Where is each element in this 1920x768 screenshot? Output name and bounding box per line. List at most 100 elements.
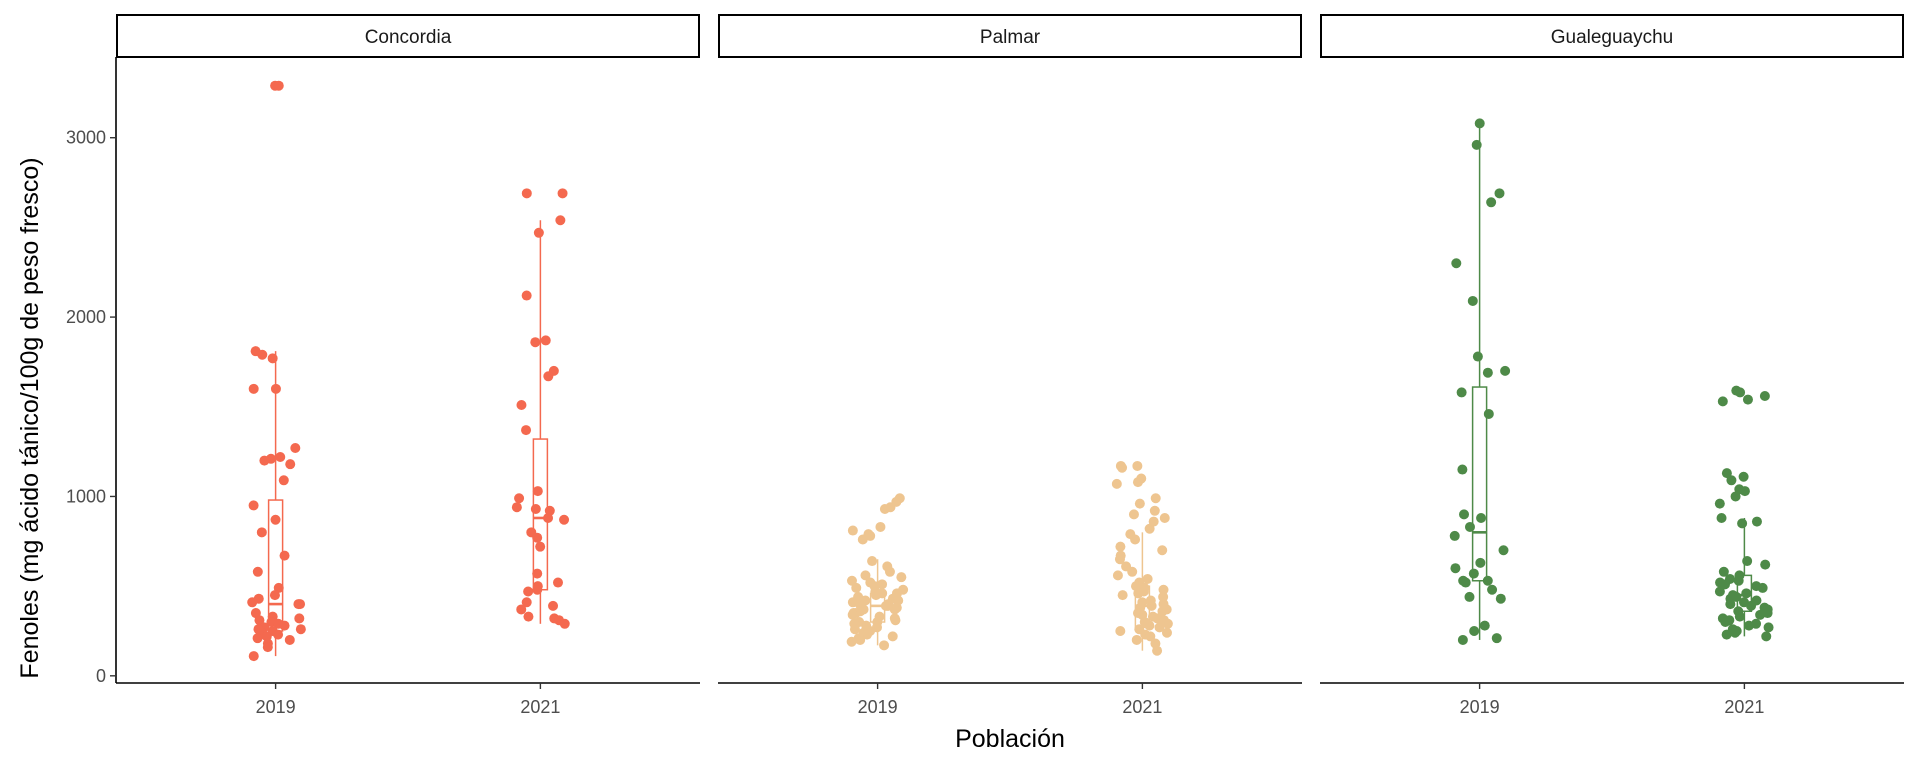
data-point bbox=[1152, 645, 1163, 656]
data-point bbox=[248, 383, 259, 394]
data-point bbox=[855, 634, 866, 645]
data-point bbox=[1157, 545, 1168, 556]
data-point bbox=[846, 636, 857, 647]
data-point bbox=[1132, 460, 1143, 471]
y-tick-label: 2000 bbox=[66, 307, 106, 327]
data-point bbox=[1117, 462, 1128, 473]
x-axis-title: Población bbox=[955, 725, 1065, 753]
data-point bbox=[540, 335, 551, 346]
data-point bbox=[516, 399, 527, 410]
data-point bbox=[1479, 620, 1490, 631]
data-point bbox=[1714, 498, 1725, 509]
data-point bbox=[1159, 512, 1170, 523]
data-point bbox=[1144, 620, 1155, 631]
data-point bbox=[896, 572, 907, 583]
data-point bbox=[530, 337, 541, 348]
data-point bbox=[1471, 139, 1482, 150]
data-point bbox=[1457, 464, 1468, 475]
data-point bbox=[1714, 586, 1725, 597]
data-point bbox=[1717, 396, 1728, 407]
data-point bbox=[862, 629, 873, 640]
data-point bbox=[1130, 534, 1141, 545]
y-axis: 0 1000 2000 3000 bbox=[66, 57, 117, 686]
data-point bbox=[1157, 606, 1168, 617]
points-2021 bbox=[511, 188, 570, 629]
data-point bbox=[1720, 617, 1731, 628]
data-point bbox=[1132, 477, 1143, 488]
data-point bbox=[1495, 593, 1506, 604]
data-point bbox=[1158, 584, 1169, 595]
data-point bbox=[1128, 509, 1139, 520]
x-tick-label: 2019 bbox=[256, 697, 296, 717]
data-point bbox=[259, 455, 270, 466]
data-point bbox=[849, 624, 860, 635]
data-point bbox=[1456, 387, 1467, 398]
data-point bbox=[1472, 351, 1483, 362]
data-point bbox=[543, 371, 554, 382]
data-point bbox=[278, 475, 289, 486]
points-2019 bbox=[1449, 118, 1511, 645]
data-point bbox=[559, 618, 570, 629]
data-point bbox=[887, 631, 898, 642]
data-point bbox=[516, 604, 527, 615]
boxplot-2019 bbox=[1471, 123, 1488, 640]
data-point bbox=[1734, 611, 1745, 622]
data-point bbox=[548, 600, 559, 611]
data-point bbox=[295, 624, 306, 635]
data-point bbox=[879, 504, 890, 515]
data-point bbox=[1133, 588, 1144, 599]
data-point bbox=[1739, 486, 1750, 497]
boxplot-2021 bbox=[532, 220, 549, 624]
y-tick-label: 3000 bbox=[66, 128, 106, 148]
data-point bbox=[1762, 608, 1773, 619]
data-point bbox=[543, 512, 554, 523]
data-point bbox=[857, 534, 868, 545]
x-tick-label: 2021 bbox=[1724, 697, 1764, 717]
data-point bbox=[521, 425, 532, 436]
panel-strip bbox=[718, 14, 1302, 58]
data-point bbox=[514, 493, 525, 504]
data-point bbox=[521, 597, 532, 608]
data-point bbox=[1154, 622, 1165, 633]
data-point bbox=[511, 502, 522, 513]
data-point bbox=[1742, 556, 1753, 567]
data-point bbox=[1449, 530, 1460, 541]
data-point bbox=[257, 349, 268, 360]
data-point bbox=[1746, 600, 1757, 611]
data-point bbox=[1158, 591, 1169, 602]
data-point bbox=[877, 579, 888, 590]
panel-strip-label: Gualeguaychu bbox=[1551, 27, 1674, 48]
data-point bbox=[523, 586, 534, 597]
data-point bbox=[1162, 618, 1173, 629]
data-point bbox=[846, 575, 857, 586]
data-point bbox=[521, 188, 532, 199]
data-point bbox=[1741, 588, 1752, 599]
data-point bbox=[535, 541, 546, 552]
data-point bbox=[1460, 577, 1471, 588]
data-point bbox=[1451, 258, 1462, 269]
panel-strip-label: Palmar bbox=[980, 27, 1041, 48]
data-point bbox=[1498, 545, 1509, 556]
data-point bbox=[552, 577, 563, 588]
data-point bbox=[879, 640, 890, 651]
data-point bbox=[1757, 582, 1768, 593]
data-point bbox=[1730, 627, 1741, 638]
data-point bbox=[1457, 634, 1468, 645]
data-point bbox=[1468, 568, 1479, 579]
y-tick-label: 1000 bbox=[66, 486, 106, 506]
data-point bbox=[1150, 493, 1161, 504]
data-point bbox=[247, 597, 258, 608]
data-point bbox=[860, 570, 871, 581]
data-point bbox=[267, 353, 278, 364]
data-point bbox=[1134, 498, 1145, 509]
data-point bbox=[1115, 625, 1126, 636]
data-point bbox=[269, 590, 280, 601]
data-point bbox=[847, 609, 858, 620]
data-point bbox=[1114, 554, 1125, 565]
data-point bbox=[1464, 591, 1475, 602]
data-point bbox=[1720, 579, 1731, 590]
data-point bbox=[273, 80, 284, 91]
data-point bbox=[1500, 365, 1511, 376]
